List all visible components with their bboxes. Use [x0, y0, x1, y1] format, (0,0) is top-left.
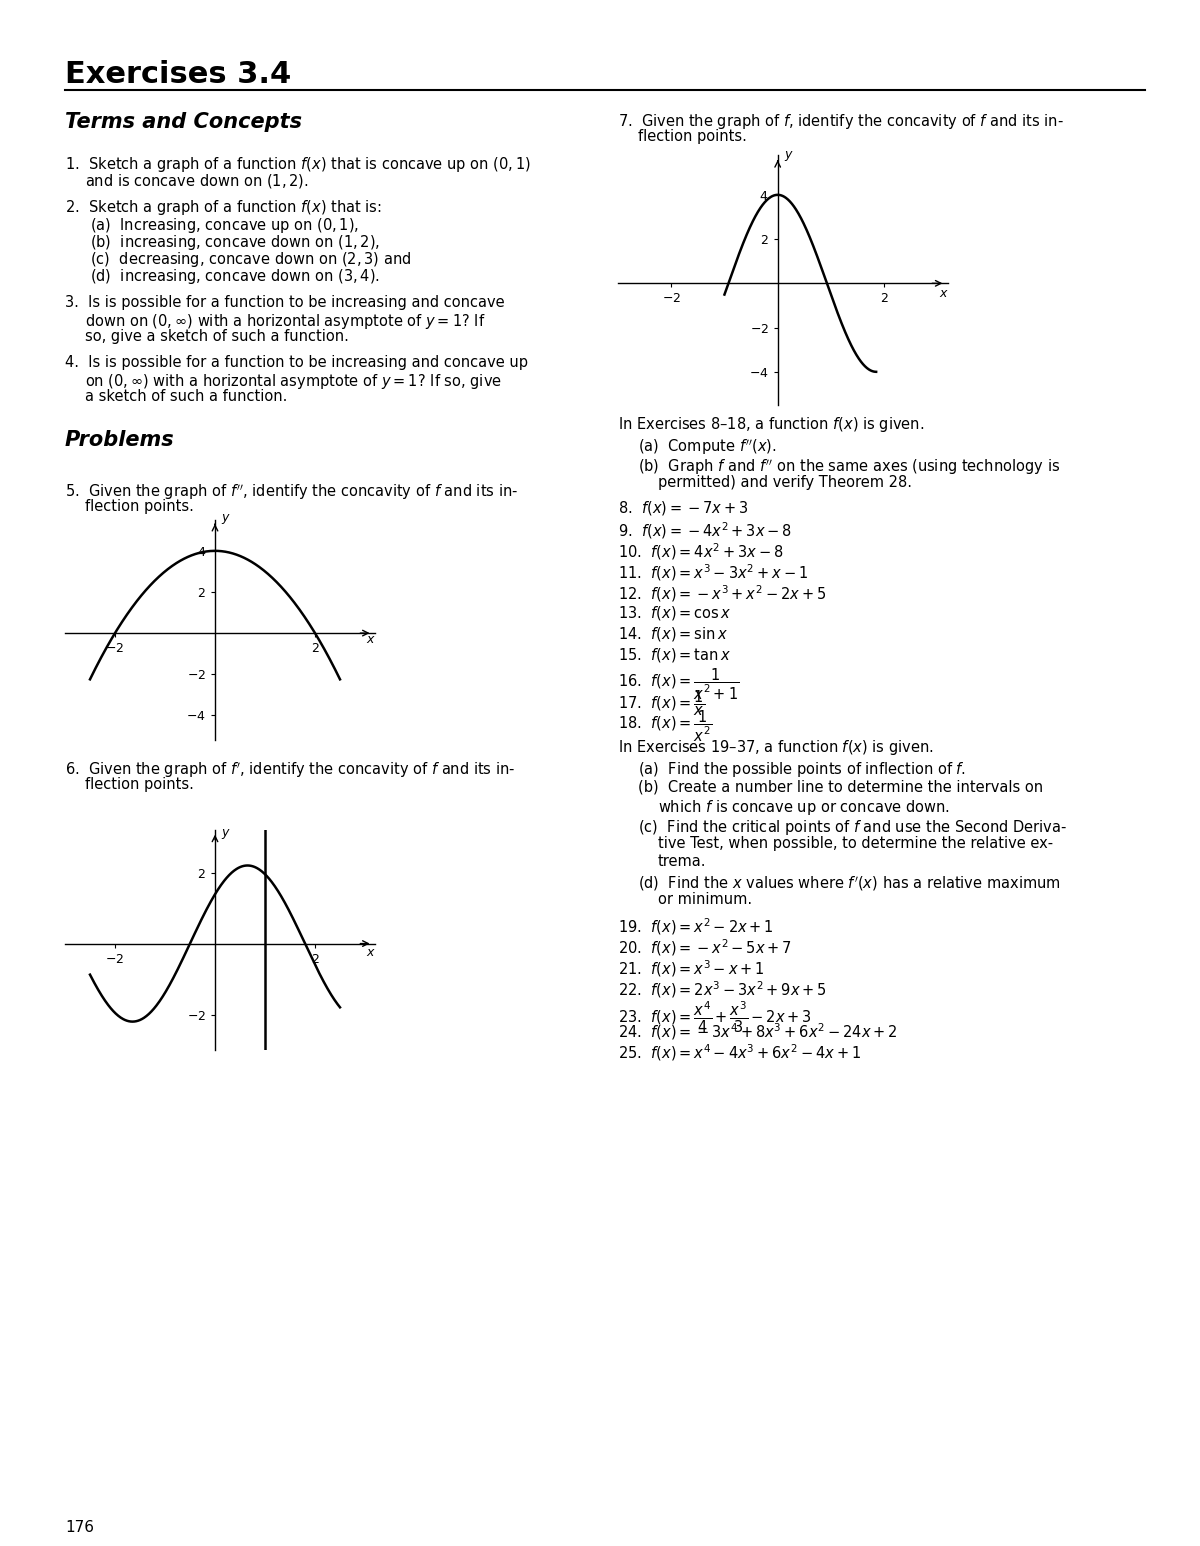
Text: $y$: $y$ [784, 148, 794, 162]
Text: $y$: $y$ [221, 827, 230, 841]
Text: 176: 176 [65, 1520, 94, 1535]
Text: 10.  $f(x) = 4x^2 + 3x - 8$: 10. $f(x) = 4x^2 + 3x - 8$ [618, 541, 784, 561]
Text: In Exercises 8–18, a function $f(x)$ is given.: In Exercises 8–18, a function $f(x)$ is … [618, 414, 924, 434]
Text: $x$: $x$ [938, 286, 949, 300]
Text: 20.  $f(x) = -x^2 - 5x + 7$: 20. $f(x) = -x^2 - 5x + 7$ [618, 937, 792, 957]
Text: so, give a sketch of such a function.: so, give a sketch of such a function. [85, 329, 349, 345]
Text: (a)  Increasing, concave up on $(0, 1)$,: (a) Increasing, concave up on $(0, 1)$, [90, 216, 359, 235]
Text: which $f$ is concave up or concave down.: which $f$ is concave up or concave down. [658, 798, 950, 816]
Text: 23.  $f(x) = \dfrac{x^4}{4} + \dfrac{x^3}{3} - 2x + 3$: 23. $f(x) = \dfrac{x^4}{4} + \dfrac{x^3}… [618, 1000, 812, 1036]
Text: flection points.: flection points. [638, 128, 746, 144]
Text: 25.  $f(x) = x^4 - 4x^3 + 6x^2 - 4x + 1$: 25. $f(x) = x^4 - 4x^3 + 6x^2 - 4x + 1$ [618, 1042, 862, 1062]
Text: a sketch of such a function.: a sketch of such a function. [85, 390, 287, 404]
Text: 3.  Is is possible for a function to be increasing and concave: 3. Is is possible for a function to be i… [65, 295, 505, 311]
Text: 7.  Given the graph of $f$, identify the concavity of $f$ and its in-: 7. Given the graph of $f$, identify the … [618, 111, 1063, 131]
Text: Problems: Problems [65, 430, 175, 450]
Text: Exercises 3.4: Exercises 3.4 [65, 60, 292, 90]
Text: 1.  Sketch a graph of a function $f(x)$ that is concave up on $(0, 1)$: 1. Sketch a graph of a function $f(x)$ t… [65, 155, 530, 175]
Text: (c)  decreasing, concave down on $(2, 3)$ and: (c) decreasing, concave down on $(2, 3)$… [90, 250, 412, 269]
Text: flection points.: flection points. [85, 499, 194, 513]
Text: 2.  Sketch a graph of a function $f(x)$ that is:: 2. Sketch a graph of a function $f(x)$ t… [65, 198, 382, 216]
Text: (a)  Find the possible points of inflection of $f$.: (a) Find the possible points of inflecti… [638, 761, 966, 779]
Text: 18.  $f(x) = \dfrac{1}{x^2}$: 18. $f(x) = \dfrac{1}{x^2}$ [618, 710, 712, 744]
Text: trema.: trema. [658, 853, 707, 869]
Text: 12.  $f(x) = -x^3 + x^2 - 2x + 5$: 12. $f(x) = -x^3 + x^2 - 2x + 5$ [618, 583, 827, 603]
Text: $x$: $x$ [366, 946, 376, 959]
Text: (a)  Compute $f''(x)$.: (a) Compute $f''(x)$. [638, 438, 776, 456]
Text: $x$: $x$ [366, 634, 376, 646]
Text: 14.  $f(x) = \sin x$: 14. $f(x) = \sin x$ [618, 625, 728, 643]
Text: tive Test, when possible, to determine the relative ex-: tive Test, when possible, to determine t… [658, 836, 1054, 850]
Text: In Exercises 19–37, a function $f(x)$ is given.: In Exercises 19–37, a function $f(x)$ is… [618, 737, 934, 758]
Text: down on $(0, \infty)$ with a horizontal asymptote of $y = 1$? If: down on $(0, \infty)$ with a horizontal … [85, 312, 486, 331]
Text: 17.  $f(x) = \dfrac{1}{x}$: 17. $f(x) = \dfrac{1}{x}$ [618, 688, 706, 717]
Text: 21.  $f(x) = x^3 - x + 1$: 21. $f(x) = x^3 - x + 1$ [618, 959, 764, 979]
Text: 24.  $f(x) = -3x^4 + 8x^3 + 6x^2 - 24x + 2$: 24. $f(x) = -3x^4 + 8x^3 + 6x^2 - 24x + … [618, 1020, 898, 1042]
Text: (c)  Find the critical points of $f$ and use the Second Deriva-: (c) Find the critical points of $f$ and … [638, 818, 1067, 836]
Text: permitted) and verify Theorem 28.: permitted) and verify Theorem 28. [658, 475, 912, 490]
Text: 8.  $f(x) = -7x + 3$: 8. $f(x) = -7x + 3$ [618, 499, 749, 516]
Text: 13.  $f(x) = \cos x$: 13. $f(x) = \cos x$ [618, 604, 732, 621]
Text: (b)  increasing, concave down on $(1, 2)$,: (b) increasing, concave down on $(1, 2)$… [90, 233, 380, 252]
Text: or minimum.: or minimum. [658, 892, 752, 908]
Text: 19.  $f(x) = x^2 - 2x + 1$: 19. $f(x) = x^2 - 2x + 1$ [618, 915, 774, 937]
Text: (b)  Graph $f$ and $f''$ on the same axes (using technology is: (b) Graph $f$ and $f''$ on the same axes… [638, 458, 1060, 476]
Text: $y$: $y$ [221, 512, 230, 526]
Text: 16.  $f(x) = \dfrac{1}{x^2 + 1}$: 16. $f(x) = \dfrac{1}{x^2 + 1}$ [618, 666, 739, 702]
Text: 22.  $f(x) = 2x^3 - 3x^2 + 9x + 5$: 22. $f(x) = 2x^3 - 3x^2 + 9x + 5$ [618, 979, 827, 1000]
Text: Terms and Concepts: Terms and Concepts [65, 111, 302, 131]
Text: 6.  Given the graph of $f'$, identify the concavity of $f$ and its in-: 6. Given the graph of $f'$, identify the… [65, 761, 515, 779]
Text: on $(0, \infty)$ with a horizontal asymptote of $y = 1$? If so, give: on $(0, \infty)$ with a horizontal asymp… [85, 373, 502, 391]
Text: and is concave down on $(1, 2)$.: and is concave down on $(1, 2)$. [85, 172, 308, 190]
Text: 15.  $f(x) = \tan x$: 15. $f(x) = \tan x$ [618, 646, 731, 663]
Text: 4.  Is is possible for a function to be increasing and concave up: 4. Is is possible for a function to be i… [65, 356, 528, 369]
Text: (d)  increasing, concave down on $(3, 4)$.: (d) increasing, concave down on $(3, 4)$… [90, 267, 380, 286]
Text: 11.  $f(x) = x^3 - 3x^2 + x - 1$: 11. $f(x) = x^3 - 3x^2 + x - 1$ [618, 563, 808, 583]
Text: (b)  Create a number line to determine the intervals on: (b) Create a number line to determine th… [638, 781, 1043, 795]
Text: flection points.: flection points. [85, 778, 194, 792]
Text: (d)  Find the $x$ values where $f'(x)$ has a relative maximum: (d) Find the $x$ values where $f'(x)$ ha… [638, 873, 1061, 892]
Text: 9.  $f(x) = -4x^2 + 3x - 8$: 9. $f(x) = -4x^2 + 3x - 8$ [618, 519, 792, 541]
Text: 5.  Given the graph of $f''$, identify the concavity of $f$ and its in-: 5. Given the graph of $f''$, identify th… [65, 482, 518, 501]
